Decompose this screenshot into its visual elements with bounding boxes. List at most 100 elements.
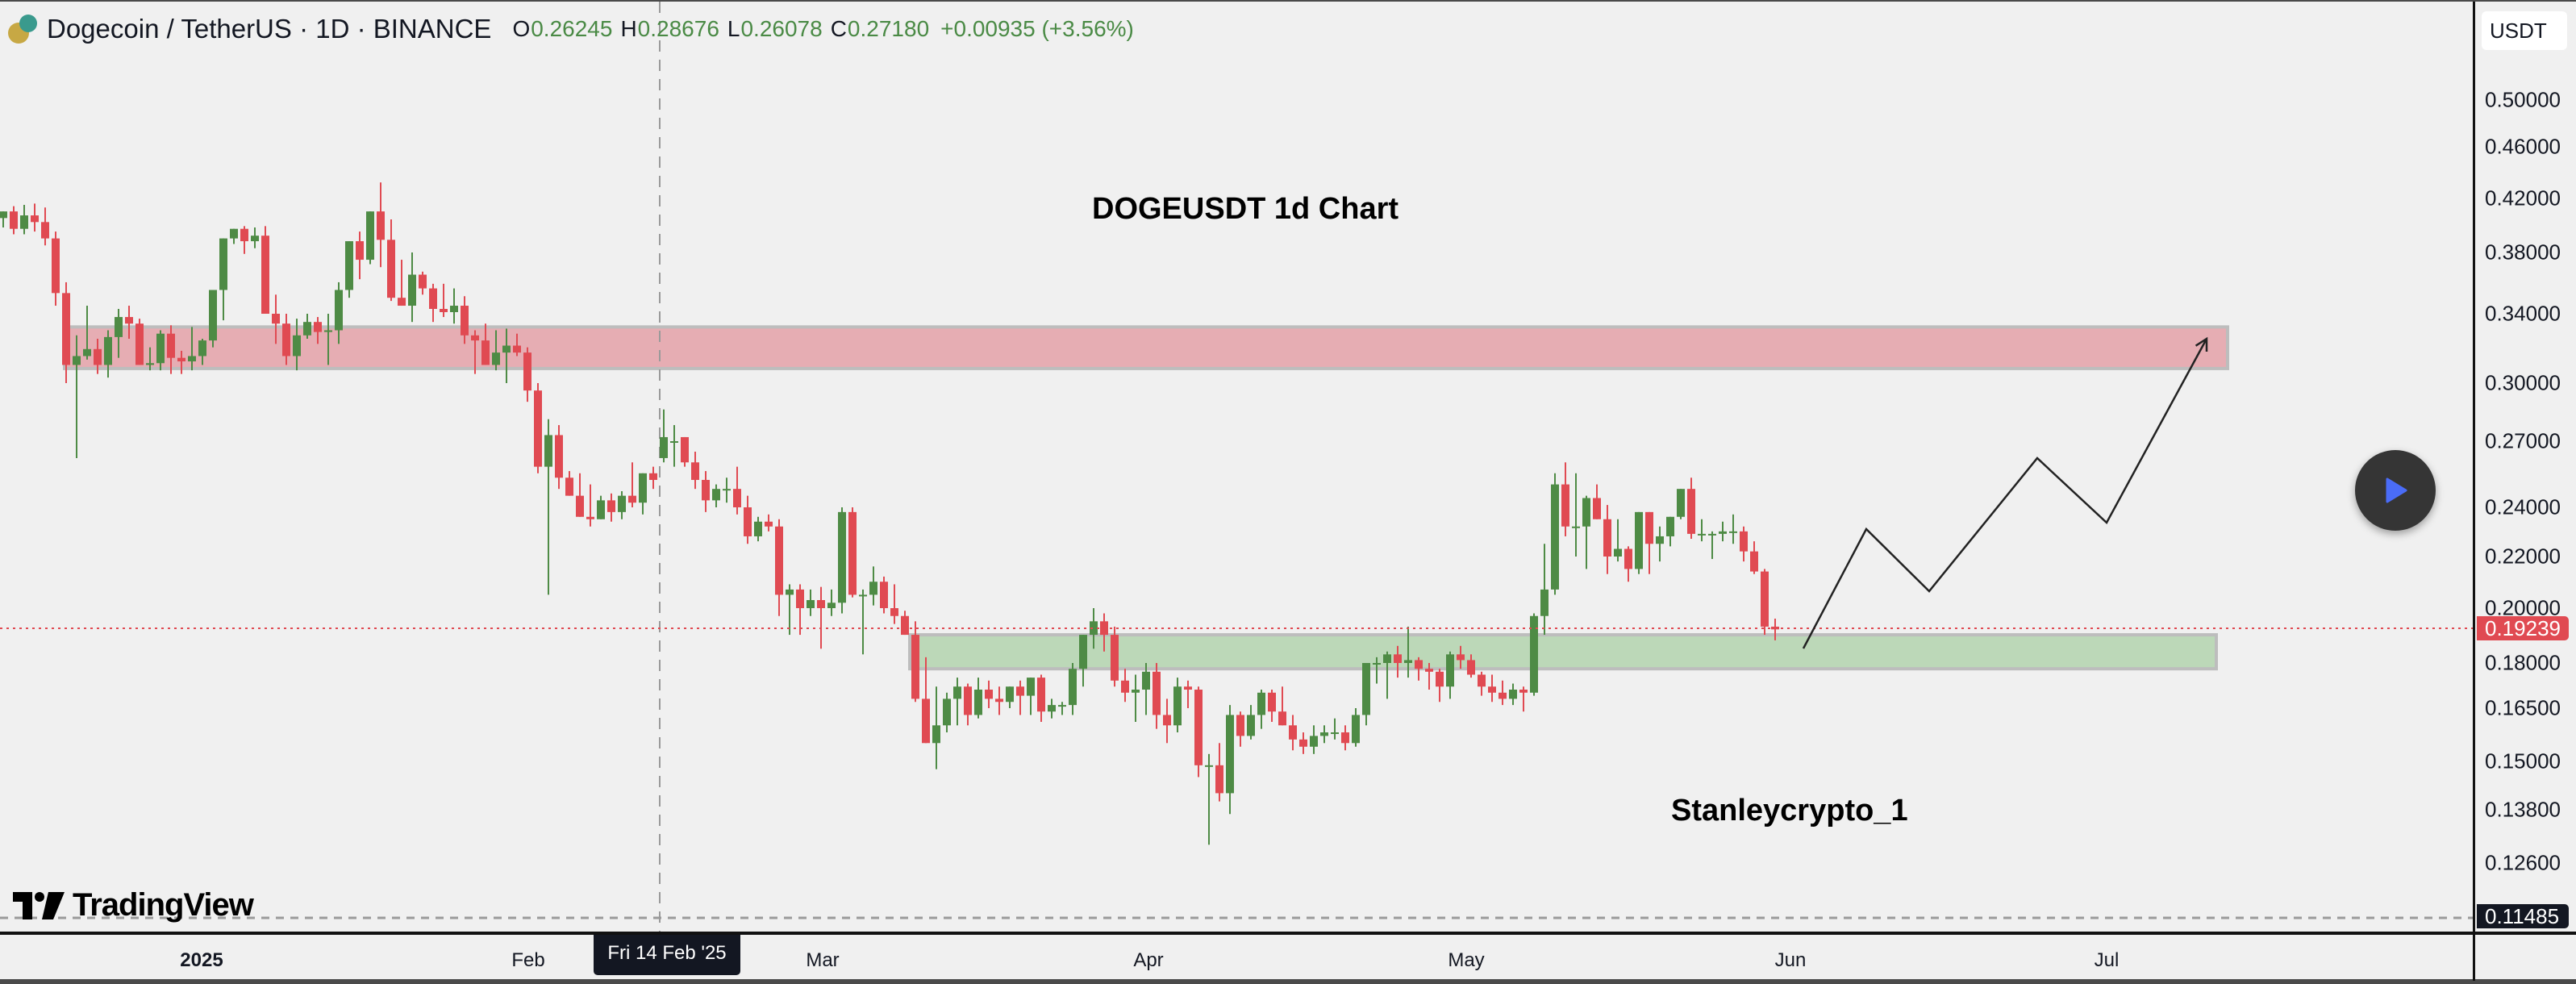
candle[interactable] <box>943 692 951 733</box>
candle[interactable] <box>765 514 773 532</box>
candle[interactable] <box>1184 680 1192 708</box>
candle[interactable] <box>419 271 427 295</box>
candle[interactable] <box>94 339 102 374</box>
candle[interactable] <box>848 507 857 598</box>
candle[interactable] <box>146 347 154 371</box>
candle[interactable] <box>1247 705 1255 740</box>
candle[interactable] <box>565 471 573 496</box>
candle[interactable] <box>1037 674 1045 722</box>
candle[interactable] <box>712 484 720 507</box>
symbol-legend[interactable]: Dogecoin / TetherUS · 1D · BINANCE O 0.26… <box>8 13 1134 45</box>
candle[interactable] <box>607 493 615 522</box>
candle[interactable] <box>230 228 238 244</box>
candle[interactable] <box>964 683 972 726</box>
candle[interactable] <box>282 314 290 365</box>
candle[interactable] <box>73 335 81 458</box>
candle[interactable] <box>398 260 406 306</box>
candle[interactable] <box>177 350 185 374</box>
candle[interactable] <box>377 182 385 268</box>
candle[interactable] <box>1058 702 1066 715</box>
candle[interactable] <box>544 419 552 595</box>
candle[interactable] <box>1383 651 1391 699</box>
candle[interactable] <box>1373 657 1381 684</box>
candle[interactable] <box>366 211 374 265</box>
candle[interactable] <box>314 317 322 344</box>
candle[interactable] <box>1635 511 1643 574</box>
chart-plot-area[interactable]: Dogecoin / TetherUS · 1D · BINANCE O 0.26… <box>0 2 2473 932</box>
candle[interactable] <box>1761 569 1769 636</box>
candle[interactable] <box>1257 690 1265 729</box>
symbol-name[interactable]: Dogecoin / TetherUS · 1D · BINANCE <box>47 14 492 44</box>
candle[interactable] <box>408 252 416 323</box>
candle[interactable] <box>628 462 636 507</box>
candle[interactable] <box>1048 698 1056 719</box>
candle[interactable] <box>1677 489 1685 519</box>
candle[interactable] <box>345 241 353 298</box>
candle[interactable] <box>1362 663 1370 726</box>
candle[interactable] <box>492 330 500 371</box>
candle[interactable] <box>1090 608 1098 649</box>
price-axis[interactable]: USDT 0.50000 0.46000 0.42000 0.38000 0.34000… <box>2473 2 2576 932</box>
candle[interactable] <box>251 227 259 248</box>
candle[interactable] <box>198 339 206 365</box>
candle[interactable] <box>209 290 217 348</box>
candle[interactable] <box>1226 705 1234 815</box>
candle[interactable] <box>1530 613 1538 696</box>
candle[interactable] <box>869 566 877 606</box>
author-annotation[interactable]: Stanleycrypto_1 <box>1671 794 1908 828</box>
candle[interactable] <box>1687 477 1695 540</box>
candle[interactable] <box>775 519 783 616</box>
candle[interactable] <box>10 206 18 235</box>
candle[interactable] <box>523 347 531 402</box>
candle[interactable] <box>1467 654 1475 678</box>
candle[interactable] <box>324 314 332 365</box>
candle[interactable] <box>1656 526 1664 562</box>
candle[interactable] <box>660 409 668 463</box>
candle[interactable] <box>1457 645 1465 669</box>
candle[interactable] <box>1478 671 1486 696</box>
candle[interactable] <box>272 294 280 344</box>
candle[interactable] <box>953 678 961 726</box>
candle[interactable] <box>1111 626 1119 687</box>
candle[interactable] <box>1624 546 1632 582</box>
candle[interactable] <box>786 584 794 636</box>
candle[interactable] <box>1561 462 1569 536</box>
candle[interactable] <box>387 219 395 302</box>
candle[interactable] <box>1540 544 1549 636</box>
candle[interactable] <box>1551 473 1559 595</box>
candle[interactable] <box>156 330 165 371</box>
time-axis[interactable]: 2025 Feb Mar Apr May Jun Jul Fri 14 Feb '25 <box>0 932 2576 981</box>
candle[interactable] <box>1132 674 1140 722</box>
candle[interactable] <box>125 306 133 340</box>
candle[interactable] <box>880 576 888 614</box>
candle[interactable] <box>471 330 479 374</box>
candle[interactable] <box>744 495 752 544</box>
candle[interactable] <box>911 621 919 703</box>
candle[interactable] <box>639 473 647 515</box>
candle[interactable] <box>1299 732 1307 754</box>
candle[interactable] <box>1614 519 1622 562</box>
candle[interactable] <box>1698 519 1706 542</box>
candle[interactable] <box>1236 711 1244 747</box>
candle[interactable] <box>1740 526 1748 562</box>
candle[interactable] <box>481 323 490 365</box>
support-zone[interactable] <box>908 633 2218 671</box>
candle[interactable] <box>534 383 542 473</box>
candle[interactable] <box>1331 718 1339 740</box>
candle[interactable] <box>702 471 710 512</box>
candle[interactable] <box>995 686 1003 715</box>
candle[interactable] <box>985 680 993 708</box>
candle[interactable] <box>1006 686 1014 708</box>
candle[interactable] <box>754 516 762 542</box>
candle[interactable] <box>104 330 112 378</box>
candle[interactable] <box>1268 690 1276 722</box>
candle[interactable] <box>1582 495 1590 569</box>
candle[interactable] <box>219 238 227 321</box>
candle[interactable] <box>859 589 867 655</box>
candle[interactable] <box>356 231 364 280</box>
candle[interactable] <box>723 477 731 503</box>
candle[interactable] <box>1645 511 1653 574</box>
candle[interactable] <box>1498 680 1507 706</box>
candle[interactable] <box>0 211 7 228</box>
candle[interactable] <box>932 686 940 769</box>
